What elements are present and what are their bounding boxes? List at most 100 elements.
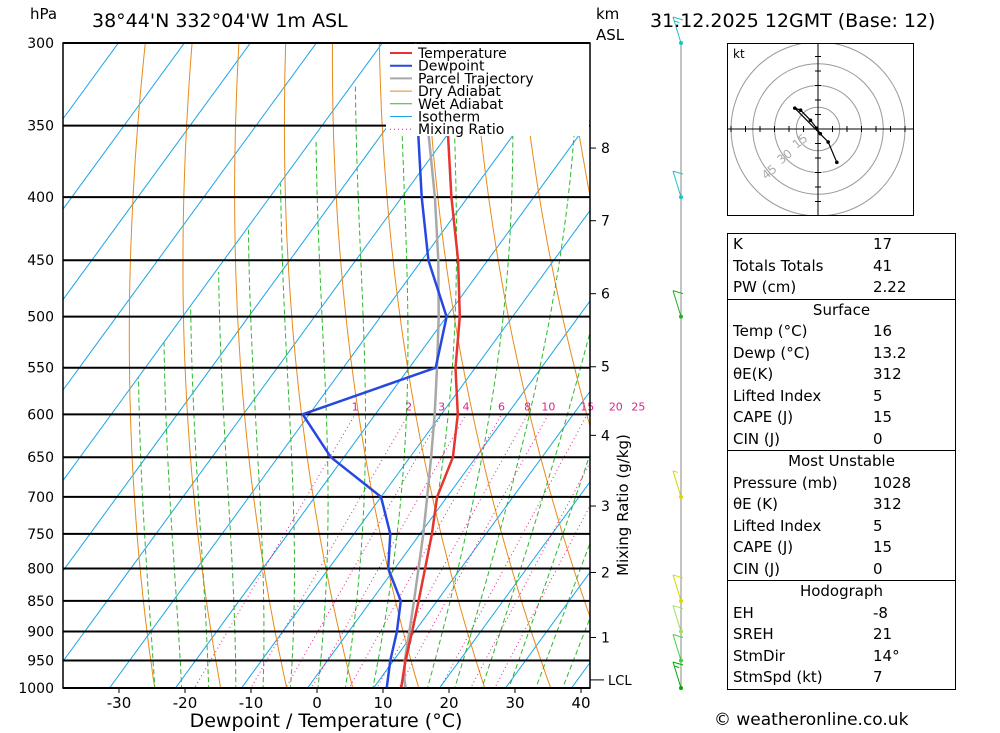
wind-barb — [672, 661, 684, 689]
wet-adiabat-line — [562, 616, 590, 688]
index-label: StmDir — [733, 646, 785, 665]
x-tick-label: -30 — [107, 694, 132, 712]
mixing-ratio-label: 4 — [462, 400, 469, 413]
pressure-tick-label: 850 — [27, 594, 54, 610]
mixing-ratio-line — [250, 414, 410, 688]
x-tick-label: 10 — [373, 694, 392, 712]
mixing-ratio-line — [470, 461, 590, 688]
location-title: 38°44'N 332°04'W 1m ASL — [92, 10, 348, 32]
wind-barb — [672, 605, 684, 632]
pressure-tick-label: 950 — [27, 654, 54, 670]
isotherm-line — [372, 390, 590, 688]
datetime-title: 31.12.2025 12GMT (Base: 12) — [650, 10, 935, 32]
mixing-ratio-label: 10 — [541, 400, 555, 413]
wind-barb — [672, 170, 684, 198]
hodograph-point — [798, 108, 803, 112]
hodograph-point — [826, 140, 830, 144]
lcl-label: LCL — [608, 674, 632, 689]
height-unit-km: km — [596, 5, 619, 23]
height-tick-label: 3 — [601, 499, 610, 515]
index-value: 14° — [873, 646, 900, 665]
x-tick-label: 40 — [571, 694, 590, 712]
mixing-ratio-line — [311, 414, 467, 688]
mixing-ratio-axis-label: Mixing Ratio (g/kg) — [614, 434, 632, 576]
index-row: Totals Totals 41 — [728, 256, 955, 278]
isotherm-line — [63, 43, 119, 120]
x-tick-label: -20 — [173, 694, 198, 712]
index-row: CAPE (J) 15 — [728, 537, 955, 559]
hodograph-point — [793, 106, 797, 110]
index-value: 0 — [873, 429, 883, 448]
wind-barb — [672, 634, 684, 661]
pressure-tick-label: 800 — [27, 561, 54, 577]
legend-entry: Parcel Trajectory — [418, 71, 534, 87]
dry-adiabat-line — [128, 43, 156, 688]
legend-entry: Wet Adiabat — [418, 97, 504, 113]
isotherm-line — [63, 43, 251, 301]
pressure-tick-label: 500 — [27, 310, 54, 326]
mixing-ratio-label: 1 — [352, 400, 359, 413]
mixing-ratio-label: 15 — [580, 400, 594, 413]
pressure-tick-label: 600 — [27, 407, 54, 423]
mixing-ratio-label: 25 — [631, 400, 645, 413]
height-unit-asl: ASL — [596, 26, 625, 44]
index-value: 2.22 — [873, 278, 907, 296]
legend-entry: Dewpoint — [418, 59, 485, 75]
pressure-tick-label: 550 — [27, 361, 54, 377]
index-row: StmDir 14° — [728, 646, 955, 668]
indices-table: K 17 Totals Totals 41 PW (cm) 2.22 Surface Te… — [727, 233, 956, 690]
index-label: θE(K) — [733, 365, 774, 383]
index-label: EH — [733, 603, 754, 622]
parcel-trajectory-line — [403, 43, 440, 688]
plot-frame — [62, 42, 591, 689]
surface-section: Surface Temp (°C) 16 Dewp (°C) 13.2 θE(K) 312… — [728, 298, 955, 451]
index-label: CAPE (J) — [733, 408, 794, 426]
index-value: 5 — [873, 386, 883, 405]
mixing-ratio-line — [439, 414, 588, 688]
hodograph-point — [835, 160, 839, 165]
index-row: Dewp (°C) 13.2 — [728, 343, 955, 365]
mixing-ratio-label: 20 — [609, 400, 623, 413]
index-row: Temp (°C) 16 — [728, 321, 955, 343]
wet-adiabat-line — [535, 541, 590, 688]
credit-link[interactable]: © weatheronline.co.uk — [714, 710, 909, 730]
pressure-tick-label: 700 — [27, 490, 54, 506]
index-row: θE(K) 312 — [728, 364, 955, 386]
index-label: StmSpd (kt) — [733, 668, 823, 686]
legend-entry: Isotherm — [418, 110, 480, 126]
index-value: 312 — [873, 365, 902, 383]
wet-adiabat-line — [163, 342, 183, 688]
section-title: Surface — [812, 300, 871, 319]
index-row: Lifted Index 5 — [728, 386, 955, 408]
mixing-ratio-line — [494, 504, 590, 688]
wind-barb — [672, 470, 682, 498]
isotherm-line — [63, 43, 185, 211]
isotherm-line — [0, 0, 124, 714]
index-value: -8 — [873, 603, 888, 622]
wet-adiabat-line — [280, 183, 295, 688]
index-row: Lifted Index 5 — [728, 516, 955, 538]
legend-entry: Dry Adiabat — [418, 84, 501, 100]
height-tick-label: 5 — [601, 360, 610, 376]
wet-adiabat-line — [190, 305, 210, 688]
index-label: Temp (°C) — [733, 322, 808, 340]
index-row: θE (K) 312 — [728, 494, 955, 516]
temperature-line — [399, 43, 462, 688]
section-title: Hodograph — [799, 582, 884, 600]
mixing-ratio-label: 6 — [498, 400, 505, 413]
dewpoint-line — [301, 43, 448, 688]
isotherm-line — [63, 43, 383, 482]
height-tick-label: 1 — [601, 630, 610, 646]
pressure-tick-label: 900 — [27, 625, 54, 641]
mixing-ratio-line — [193, 414, 356, 688]
pressure-tick-label: 1000 — [18, 681, 54, 697]
index-value: 7 — [873, 668, 883, 686]
wet-adiabat-line — [454, 43, 579, 688]
index-row: CAPE (J) 15 — [728, 407, 955, 429]
isotherm-line — [438, 481, 590, 688]
wind-barb — [672, 574, 684, 602]
index-value: 312 — [873, 495, 902, 513]
isotherm-line — [306, 300, 590, 688]
